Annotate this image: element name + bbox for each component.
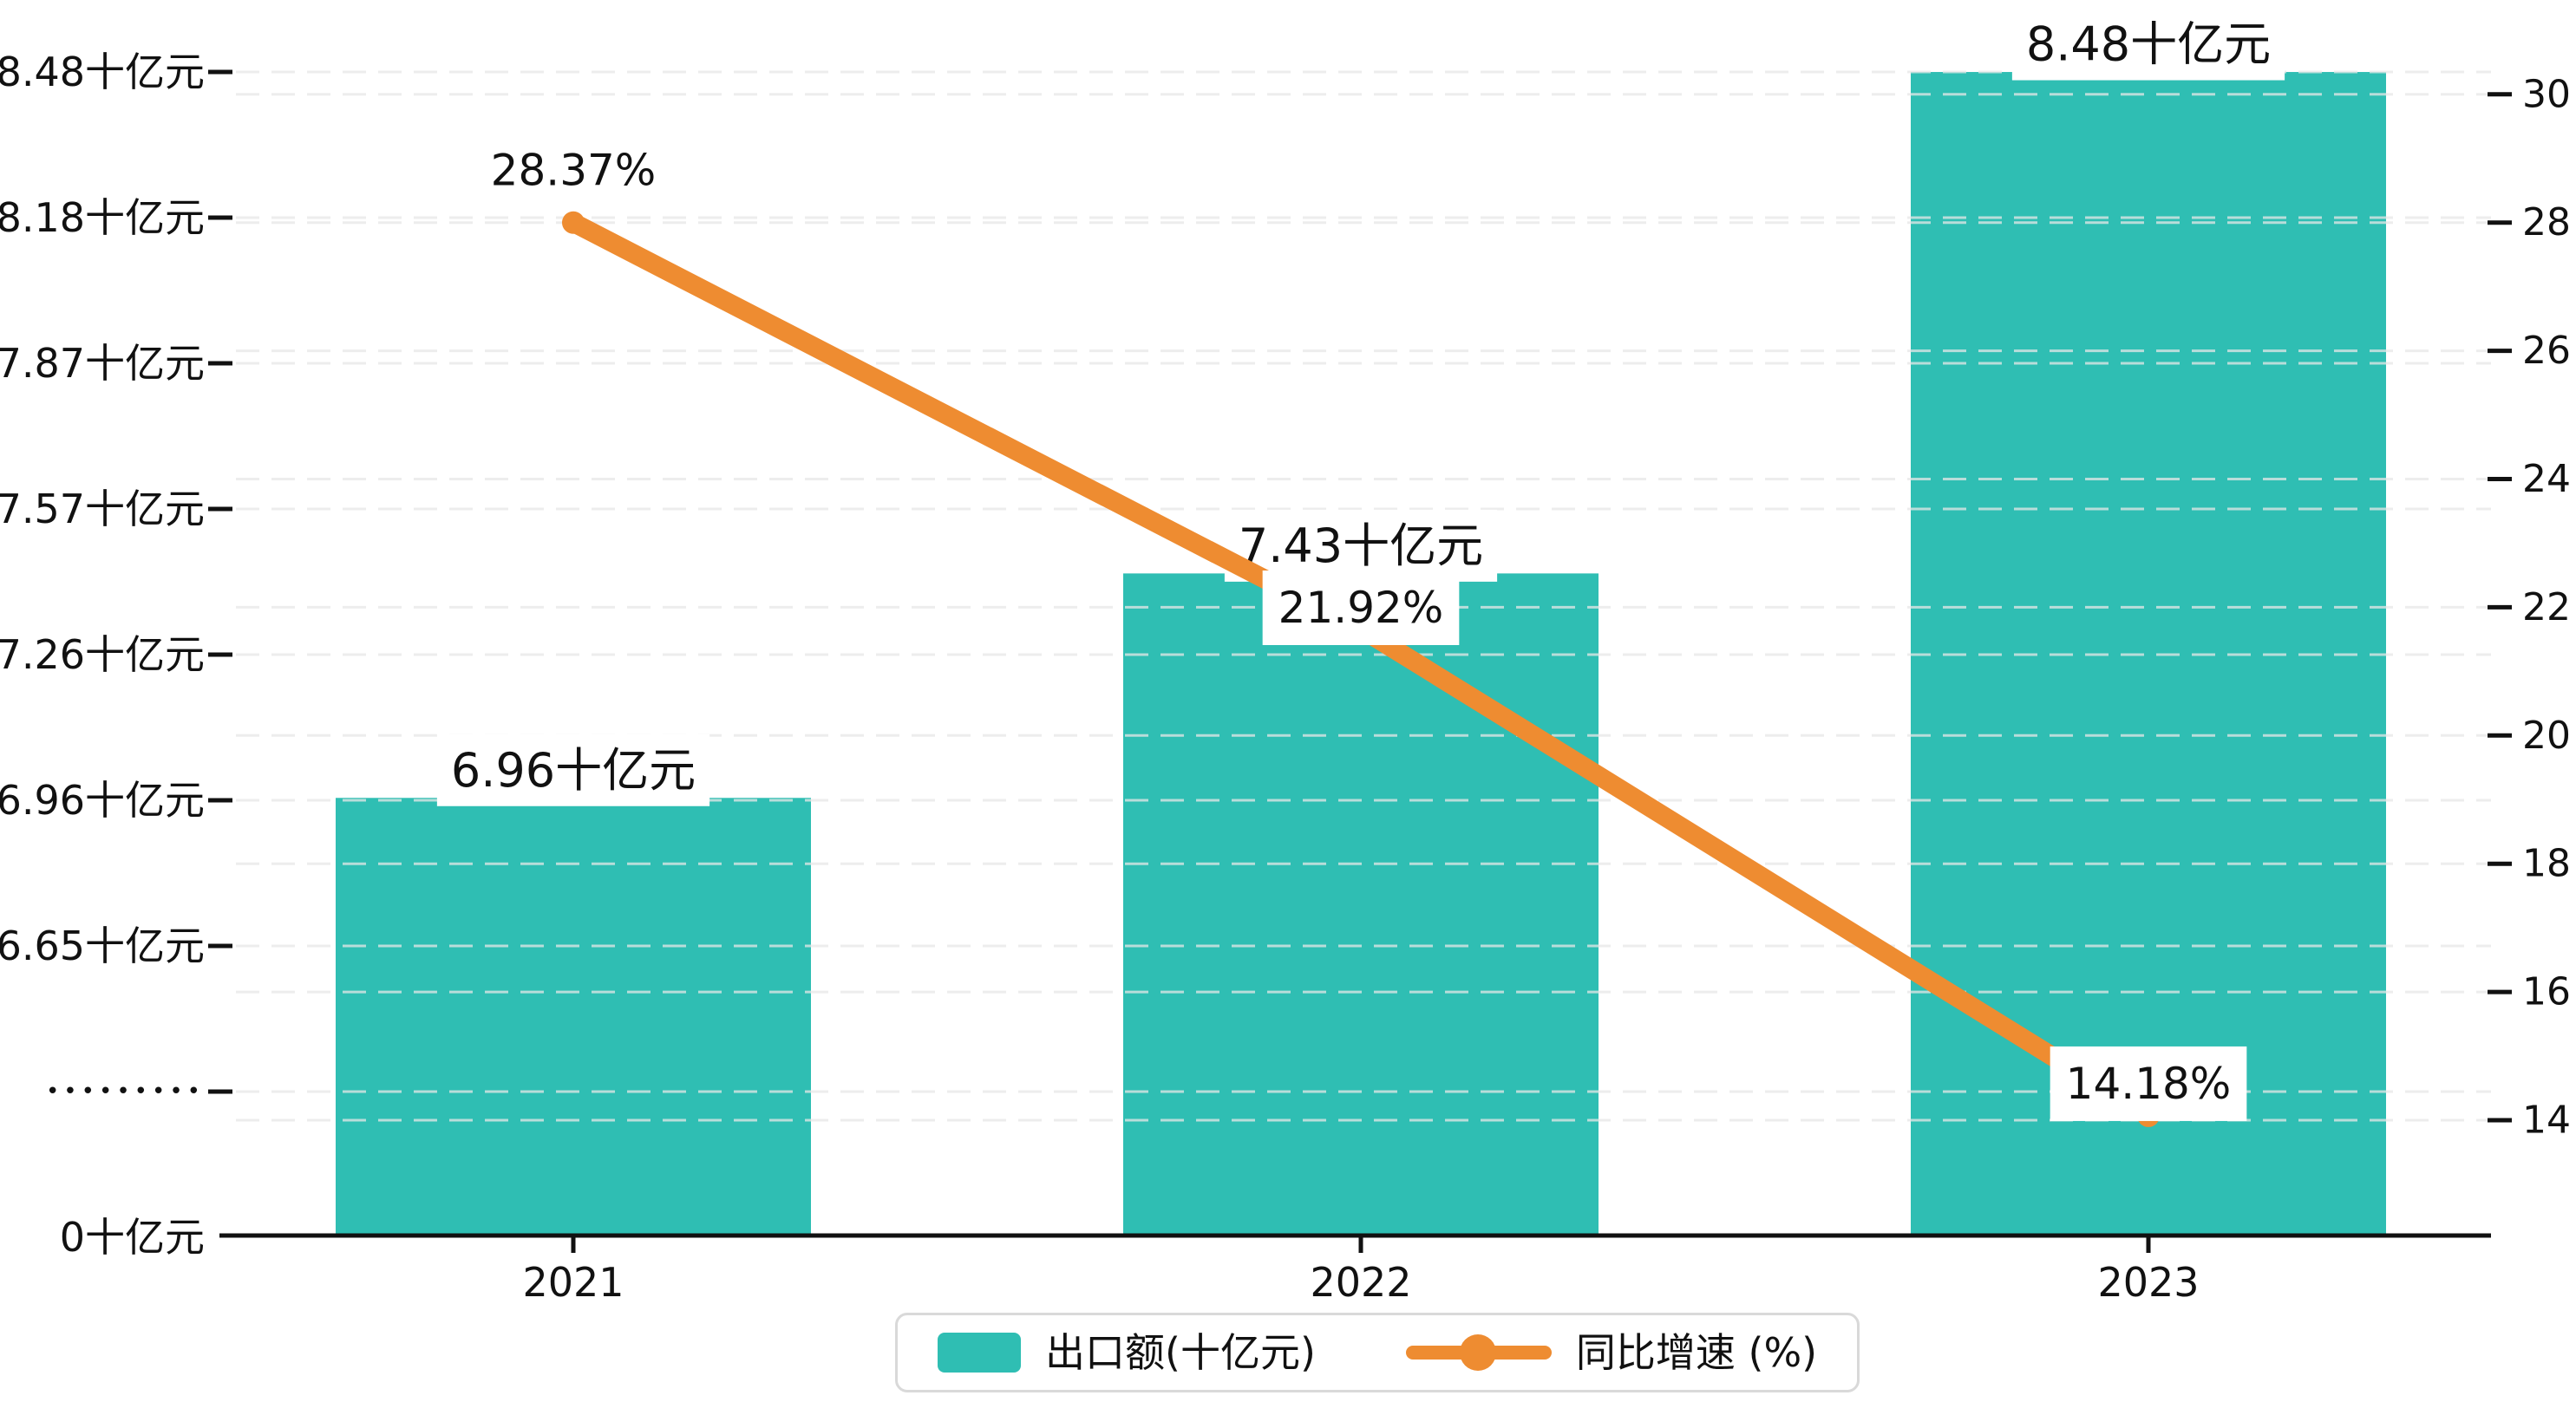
bar-value-label: 7.43十亿元 xyxy=(1239,518,1483,573)
y-axis-left-tick-label: 7.26十亿元 xyxy=(0,631,205,678)
axis-ticks xyxy=(208,69,2512,1253)
y-axis-left-tick-label: 6.65十亿元 xyxy=(0,923,205,969)
legend-item-growth[interactable]: 同比增速 (%) xyxy=(1405,1329,1818,1376)
y-axis-right-tick-label: 20 xyxy=(2522,714,2571,758)
y-axis-right-tick-label: 26 xyxy=(2522,329,2571,373)
bar-value-label-group: 6.96十亿元 xyxy=(436,734,710,806)
y-axis-right-tick-label: 24 xyxy=(2522,457,2571,501)
growth-value-label-group: 21.92% xyxy=(1262,571,1460,646)
growth-value-label-bg xyxy=(1262,571,1460,646)
y-axis-right-tick-label: 22 xyxy=(2522,585,2571,629)
bar-value-label-bg xyxy=(1224,509,1498,582)
bar-value-label: 8.48十亿元 xyxy=(2026,17,2271,72)
bar-series-swatch-icon xyxy=(938,1333,1021,1373)
y-axis-break-label: ••••••••• xyxy=(46,1079,205,1105)
legend-item-export[interactable]: 出口额(十亿元) xyxy=(938,1333,1316,1373)
legend-label-export: 出口额(十亿元) xyxy=(1045,1329,1316,1376)
growth-value-label-bg xyxy=(474,133,672,208)
y-axis-left-tick-label: 0十亿元 xyxy=(60,1214,205,1261)
growth-value-label-group: 28.37% xyxy=(474,133,672,208)
bar-value-label-group: 7.43十亿元 xyxy=(1224,509,1498,582)
y-axis-left-tick-label: 7.87十亿元 xyxy=(0,340,205,387)
bar-2021[interactable] xyxy=(336,798,811,1236)
bar-value-label: 6.96十亿元 xyxy=(451,743,696,798)
growth-value-label: 21.92% xyxy=(1278,583,1444,633)
y-axis-right-tick-label: 28 xyxy=(2522,200,2571,245)
line-series-marker-icon xyxy=(1405,1333,1552,1373)
x-axis-tick-label: 2023 xyxy=(2097,1259,2199,1306)
y-axis-left-tick-label: 8.48十亿元 xyxy=(0,49,205,95)
line-marker-dot xyxy=(1459,1334,1496,1371)
growth-point-2021[interactable] xyxy=(562,211,585,234)
growth-value-label: 14.18% xyxy=(2066,1059,2232,1109)
bar-value-label-bg xyxy=(2011,8,2285,81)
bar-2022[interactable] xyxy=(1123,573,1599,1236)
growth-value-label-bg xyxy=(2050,1046,2247,1121)
y-axis-right-tick-label: 18 xyxy=(2522,842,2571,886)
bar-value-label-bg xyxy=(436,734,710,806)
legend-label-growth: 同比增速 (%) xyxy=(1575,1329,1818,1376)
y-axis-left-tick-label: 7.57十亿元 xyxy=(0,486,205,532)
growth-value-label-group: 14.18% xyxy=(2050,1046,2247,1121)
y-axis-right-tick-label: 30 xyxy=(2522,72,2571,116)
bar-value-label-group: 8.48十亿元 xyxy=(2011,8,2285,81)
y-axis-left-tick-label: 8.18十亿元 xyxy=(0,194,205,241)
y-axis-right-tick-label: 16 xyxy=(2522,970,2571,1014)
y-axis-right-tick-label: 14 xyxy=(2522,1099,2571,1143)
x-axis-tick-label: 2022 xyxy=(1310,1259,1411,1306)
x-axis-tick-label: 2021 xyxy=(522,1259,624,1306)
growth-value-label: 28.37% xyxy=(491,146,657,196)
legend: 出口额(十亿元) 同比增速 (%) xyxy=(895,1313,1860,1392)
y-axis-left-tick-label: 6.96十亿元 xyxy=(0,777,205,824)
